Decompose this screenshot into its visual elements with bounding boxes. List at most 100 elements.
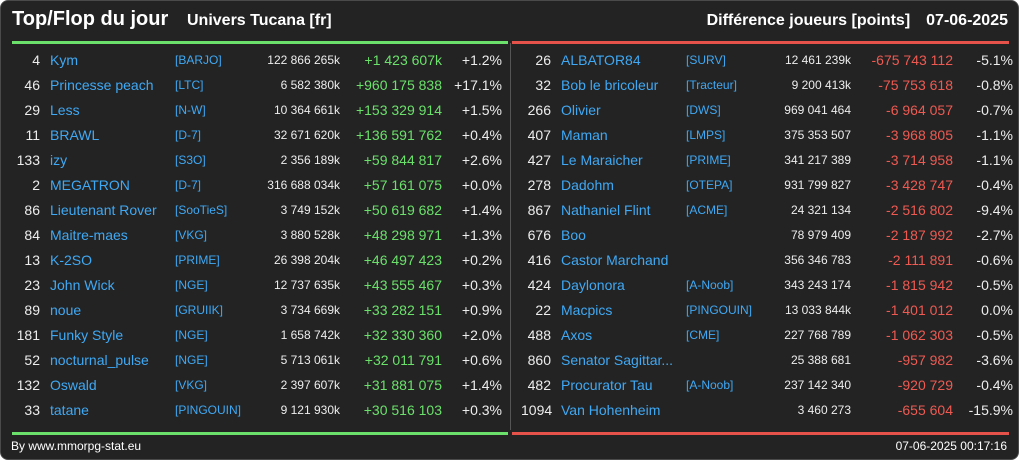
score-difference: +57 161 075 bbox=[363, 177, 442, 193]
guild-tag-link[interactable]: [A-Noob] bbox=[686, 278, 734, 292]
percent-change: +0.0% bbox=[461, 177, 502, 193]
player-name-link[interactable]: tatane bbox=[50, 402, 89, 418]
guild-tag-link[interactable]: [D-7] bbox=[175, 128, 202, 142]
guild-tag-link[interactable]: [DWS] bbox=[686, 103, 721, 117]
percent-change: 0.0% bbox=[981, 302, 1013, 318]
player-score: 25 388 681 bbox=[790, 353, 851, 367]
player-score: 1 658 742k bbox=[280, 328, 340, 342]
player-name-link[interactable]: John Wick bbox=[50, 277, 115, 293]
score-difference: +46 497 423 bbox=[363, 252, 442, 268]
player-rank: 266 bbox=[527, 102, 551, 118]
guild-tag-link[interactable]: [Tracteur] bbox=[686, 78, 737, 92]
player-rank: 424 bbox=[527, 277, 551, 293]
player-name-link[interactable]: Princesse peach bbox=[50, 77, 154, 93]
guild-tag-link[interactable]: [PRIME] bbox=[175, 253, 220, 267]
player-name-link[interactable]: Maitre-maes bbox=[50, 227, 128, 243]
player-score: 12 461 239k bbox=[784, 53, 851, 67]
guild-tag-link[interactable]: [SURV] bbox=[686, 53, 726, 67]
guild-tag-link[interactable]: [LTC] bbox=[175, 78, 204, 92]
player-rank: 2 bbox=[32, 177, 40, 193]
player-score: 26 398 204k bbox=[273, 253, 340, 267]
guild-tag-link[interactable]: [PRIME] bbox=[686, 153, 731, 167]
player-name-link[interactable]: Olivier bbox=[561, 102, 601, 118]
guild-tag-link[interactable]: [NGE] bbox=[175, 328, 208, 342]
player-rank: 22 bbox=[535, 302, 551, 318]
player-score: 356 346 783 bbox=[784, 253, 851, 267]
guild-tag-link[interactable]: [LMPS] bbox=[686, 128, 726, 142]
player-name-link[interactable]: Castor Marchand bbox=[561, 252, 669, 268]
guild-tag-link[interactable]: [ACME] bbox=[686, 203, 728, 217]
player-rank: 407 bbox=[527, 127, 551, 143]
player-name-link[interactable]: ALBATOR84 bbox=[561, 52, 641, 68]
player-name-link[interactable]: Funky Style bbox=[50, 327, 124, 343]
score-difference: +48 298 971 bbox=[363, 227, 442, 243]
player-name-link[interactable]: Senator Sagittar... bbox=[561, 352, 674, 368]
guild-tag-link[interactable]: [VKG] bbox=[175, 228, 208, 242]
guild-tag-link[interactable]: [N-W] bbox=[175, 103, 206, 117]
flop-player-row: 416 Castor Marchand 356 346 783 -2 111 891 -… bbox=[521, 248, 1016, 273]
percent-change: +17.1% bbox=[454, 77, 502, 93]
player-name-link[interactable]: Boo bbox=[561, 227, 586, 243]
player-score: 227 768 789 bbox=[784, 328, 851, 342]
score-difference: -1 062 303 bbox=[886, 327, 953, 343]
player-name-link[interactable]: Le Maraicher bbox=[561, 152, 643, 168]
score-difference: -2 111 891 bbox=[888, 252, 953, 268]
percent-change: +0.3% bbox=[461, 402, 502, 418]
player-rank: 416 bbox=[527, 252, 551, 268]
top-player-row: 46 Princesse peach [LTC] 6 582 380k +960 175… bbox=[10, 73, 505, 98]
guild-tag-link[interactable]: [S3O] bbox=[175, 153, 206, 167]
player-name-link[interactable]: nocturnal_pulse bbox=[50, 352, 149, 368]
guild-tag-link[interactable]: [D-7] bbox=[175, 178, 202, 192]
player-name-link[interactable]: BRAWL bbox=[50, 127, 100, 143]
player-name-link[interactable]: Nathaniel Flint bbox=[561, 202, 651, 218]
player-rank: 1094 bbox=[521, 402, 553, 418]
player-score: 9 121 930k bbox=[280, 403, 340, 417]
player-rank: 33 bbox=[24, 402, 40, 418]
player-name-link[interactable]: Less bbox=[50, 102, 80, 118]
player-name-link[interactable]: Axos bbox=[561, 327, 593, 343]
player-name-link[interactable]: K-2SO bbox=[50, 252, 93, 268]
percent-change: +0.4% bbox=[461, 127, 502, 143]
player-name-link[interactable]: Dadohm bbox=[561, 177, 614, 193]
player-score: 2 356 189k bbox=[280, 153, 340, 167]
player-score: 969 041 464 bbox=[784, 103, 851, 117]
player-name-link[interactable]: Bob le bricoleur bbox=[561, 77, 659, 93]
player-name-link[interactable]: Lieutenant Rover bbox=[50, 202, 157, 218]
top-player-row: 2 MEGATRON [D-7] 316 688 034k +57 161 075 +0.… bbox=[10, 173, 505, 198]
guild-tag-link[interactable]: [BARJO] bbox=[175, 53, 222, 67]
guild-tag-link[interactable]: [NGE] bbox=[175, 278, 208, 292]
player-name-link[interactable]: Kym bbox=[50, 52, 78, 68]
score-difference: +43 555 467 bbox=[363, 277, 442, 293]
player-name-link[interactable]: Procurator Tau bbox=[561, 377, 653, 393]
guild-tag-link[interactable]: [CME] bbox=[686, 328, 720, 342]
guild-tag-link[interactable]: [SooTieS] bbox=[175, 203, 228, 217]
player-name-link[interactable]: Macpics bbox=[561, 302, 613, 318]
guild-tag-link[interactable]: [GRUIIK] bbox=[175, 303, 224, 317]
player-name-link[interactable]: izy bbox=[50, 152, 68, 168]
flop-player-row: 1094 Van Hohenheim 3 460 273 -655 604 -15.9% bbox=[521, 398, 1016, 423]
guild-tag-link[interactable]: [NGE] bbox=[175, 353, 208, 367]
player-rank: 676 bbox=[527, 227, 551, 243]
player-name-link[interactable]: Maman bbox=[561, 127, 608, 143]
player-name-link[interactable]: Oswald bbox=[50, 377, 97, 393]
player-name-link[interactable]: Van Hohenheim bbox=[561, 402, 661, 418]
guild-tag-link[interactable]: [OTEPA] bbox=[686, 178, 733, 192]
top-player-row: 133 izy [S3O] 2 356 189k +59 844 817 +2.6% bbox=[10, 148, 505, 173]
player-rank: 482 bbox=[527, 377, 551, 393]
score-difference: +32 330 360 bbox=[363, 327, 442, 343]
player-name-link[interactable]: Daylonora bbox=[561, 277, 625, 293]
guild-tag-link[interactable]: [VKG] bbox=[175, 378, 208, 392]
guild-tag-link[interactable]: [A-Noob] bbox=[686, 378, 734, 392]
top-section-bar-upper bbox=[12, 41, 508, 44]
column-divider bbox=[510, 43, 511, 430]
percent-change: -0.8% bbox=[976, 77, 1013, 93]
flop-player-row: 860 Senator Sagittar... 25 388 681 -957 982… bbox=[521, 348, 1016, 373]
guild-tag-link[interactable]: [PINGOUIN] bbox=[686, 303, 753, 317]
guild-tag-link[interactable]: [PINGOUIN] bbox=[175, 403, 242, 417]
percent-change: +1.4% bbox=[461, 202, 502, 218]
player-name-link[interactable]: MEGATRON bbox=[50, 177, 130, 193]
player-score: 13 033 844k bbox=[784, 303, 851, 317]
player-name-link[interactable]: noue bbox=[50, 302, 82, 318]
page-title: Top/Flop du jour bbox=[12, 8, 169, 30]
player-rank: 867 bbox=[527, 202, 551, 218]
